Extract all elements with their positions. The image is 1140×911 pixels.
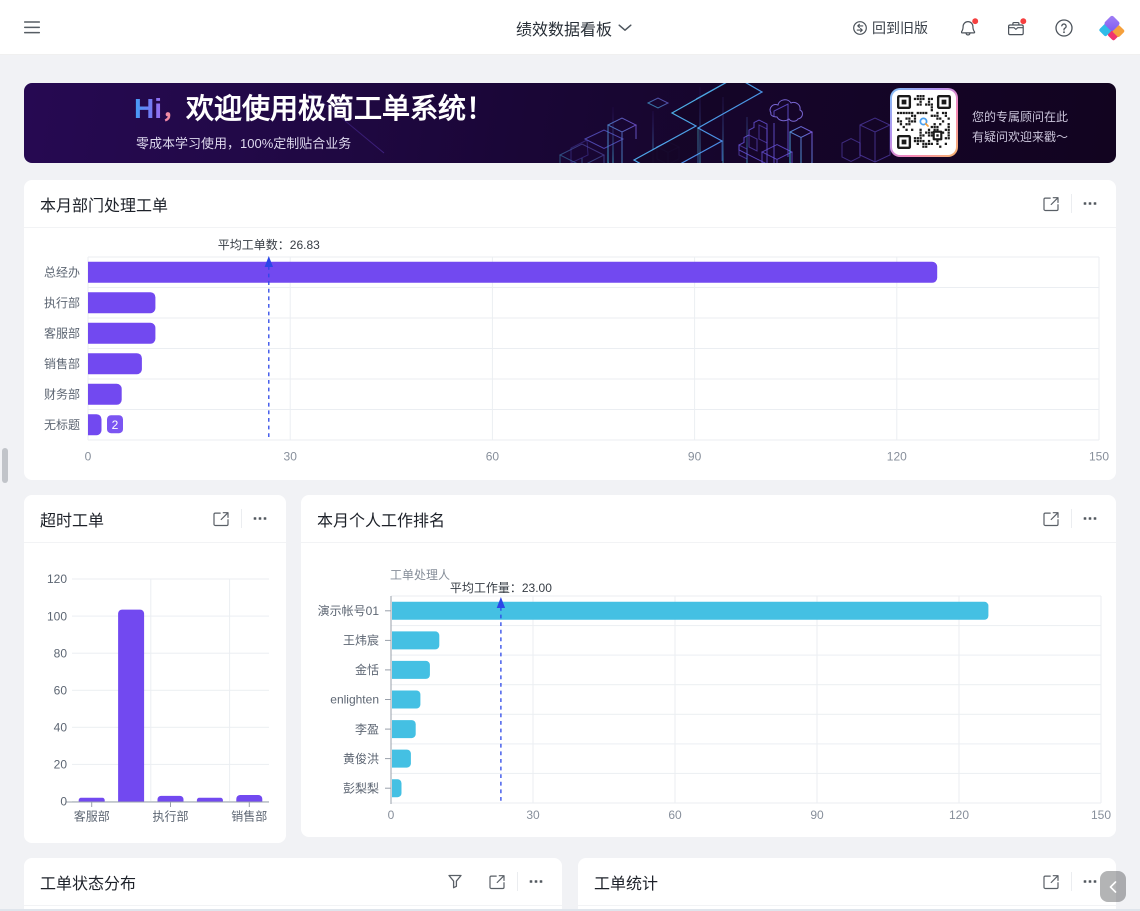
svg-text:销售部: 销售部 — [231, 809, 267, 824]
svg-text:60: 60 — [668, 808, 682, 822]
svg-text:80: 80 — [54, 646, 68, 660]
svg-text:0: 0 — [85, 450, 92, 464]
svg-text:李盈: 李盈 — [355, 721, 379, 736]
svg-text:90: 90 — [810, 808, 824, 822]
svg-text:执行部: 执行部 — [152, 809, 188, 824]
svg-text:120: 120 — [949, 808, 969, 822]
svg-text:工单处理人: 工单处理人 — [390, 568, 450, 582]
svg-text:金恬: 金恬 — [355, 662, 379, 677]
svg-text:120: 120 — [47, 572, 67, 586]
svg-text:平均工作量：23.00: 平均工作量：23.00 — [450, 581, 552, 595]
svg-text:黄俊洪: 黄俊洪 — [343, 751, 379, 766]
svg-text:客服部: 客服部 — [44, 325, 80, 340]
svg-text:客服部: 客服部 — [74, 809, 110, 824]
svg-text:无标题: 无标题 — [44, 418, 80, 432]
svg-text:150: 150 — [1089, 450, 1109, 464]
svg-text:150: 150 — [1091, 808, 1111, 822]
svg-text:总经办: 总经办 — [44, 265, 80, 280]
svg-text:30: 30 — [526, 808, 540, 822]
svg-text:王炜宸: 王炜宸 — [343, 633, 379, 648]
svg-text:0: 0 — [388, 808, 395, 822]
svg-text:100: 100 — [47, 609, 67, 623]
svg-text:演示帐号01: 演示帐号01 — [318, 603, 380, 618]
svg-text:2: 2 — [112, 418, 119, 432]
svg-text:执行部: 执行部 — [44, 295, 80, 310]
svg-text:60: 60 — [486, 450, 500, 464]
svg-text:平均工单数：26.83: 平均工单数：26.83 — [218, 237, 320, 252]
svg-text:0: 0 — [60, 795, 67, 809]
svg-text:enlighten: enlighten — [330, 693, 379, 707]
svg-text:财务部: 财务部 — [44, 386, 80, 401]
svg-text:销售部: 销售部 — [44, 356, 80, 371]
svg-text:60: 60 — [54, 683, 68, 697]
svg-text:20: 20 — [54, 758, 68, 772]
svg-text:90: 90 — [688, 450, 702, 464]
svg-text:40: 40 — [54, 721, 68, 735]
svg-text:30: 30 — [284, 450, 298, 464]
svg-text:彭梨梨: 彭梨梨 — [343, 781, 379, 795]
svg-text:120: 120 — [887, 450, 907, 464]
